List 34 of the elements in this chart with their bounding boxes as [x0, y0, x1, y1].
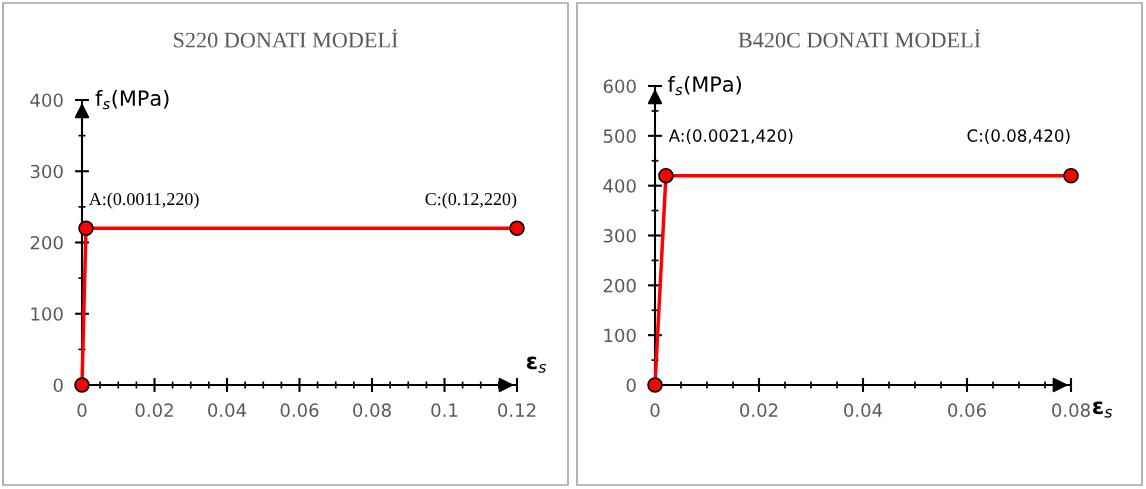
- y-tick-label: 300: [603, 228, 636, 243]
- x-tick-label: 0.1: [431, 403, 458, 418]
- x-tick-label: 0.04: [844, 403, 883, 418]
- y-tick-label: 500: [603, 129, 636, 143]
- y-tick-label: 0: [53, 378, 63, 393]
- y-tick-label: 400: [603, 179, 636, 193]
- y-tick-label: 200: [603, 278, 636, 293]
- x-tick-label: 0.02: [135, 403, 173, 418]
- chart-title: B420C DONATI MODELİ: [738, 29, 981, 48]
- y-tick-label: 100: [604, 328, 636, 343]
- x-axis-title: ε$_{s}$: [1092, 401, 1113, 418]
- x-tick-label: 0.12: [498, 403, 536, 418]
- y-axis-title: f$_{s}$(MPa): [667, 75, 741, 96]
- y-tick-label: 200: [30, 235, 63, 250]
- x-tick-label: 0.04: [208, 403, 247, 418]
- y-tick-label: 300: [30, 164, 63, 179]
- annotation: A:(0.0021,420): [668, 129, 793, 144]
- x-tick-label: 0: [650, 403, 660, 418]
- y-tick-label: 600: [603, 79, 636, 94]
- x-tick-label: 0.06: [280, 403, 319, 418]
- y-tick-label: 0: [626, 378, 636, 393]
- y-axis-title: f$_{s}$(MPa): [95, 89, 169, 110]
- x-tick-label: 0.06: [948, 403, 986, 418]
- y-tick-label: 400: [30, 93, 63, 108]
- y-tick-label: 100: [31, 307, 63, 321]
- x-tick-label: 0.08: [1052, 403, 1090, 418]
- annotation: C:(0.08,420): [967, 129, 1070, 144]
- x-tick-label: 0.02: [740, 403, 778, 418]
- x-tick-label: 0: [77, 403, 87, 418]
- annotation: C:(0.12,220): [425, 192, 517, 209]
- x-axis-title: ε$_{s}$: [526, 356, 547, 373]
- x-tick-label: 0.08: [353, 403, 391, 418]
- chart-title: S220 DONATI MODELİ: [174, 29, 398, 48]
- annotation: A:(0.0011,220): [88, 192, 199, 209]
